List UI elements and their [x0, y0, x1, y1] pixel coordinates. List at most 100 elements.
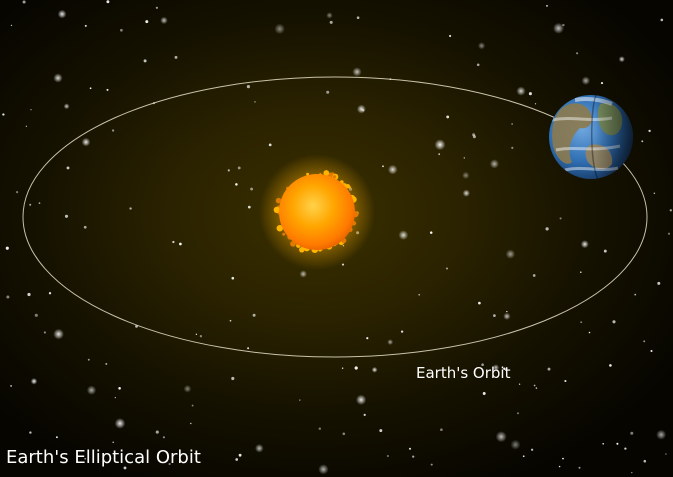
- star: [6, 295, 10, 299]
- star: [631, 472, 633, 474]
- star: [43, 331, 46, 334]
- star: [371, 366, 378, 373]
- star: [235, 183, 238, 186]
- star: [22, 0, 26, 4]
- star: [580, 321, 583, 324]
- star: [105, 362, 108, 365]
- star: [547, 367, 551, 371]
- star: [30, 109, 32, 111]
- sun-granule: [299, 247, 305, 253]
- star: [580, 240, 589, 249]
- star: [53, 73, 63, 83]
- star: [648, 129, 651, 133]
- star: [495, 431, 507, 443]
- star: [657, 281, 661, 285]
- star: [120, 28, 123, 32]
- star: [48, 292, 52, 295]
- star: [665, 453, 667, 455]
- star: [34, 313, 38, 317]
- star: [398, 230, 409, 240]
- star: [656, 429, 667, 440]
- star: [55, 436, 58, 439]
- star: [386, 455, 389, 457]
- star: [329, 20, 333, 24]
- star: [578, 466, 581, 469]
- star: [430, 463, 433, 466]
- star: [641, 140, 644, 143]
- star: [229, 319, 232, 322]
- star: [237, 166, 241, 170]
- star: [624, 447, 627, 450]
- star: [408, 447, 412, 450]
- star: [326, 12, 333, 19]
- star: [449, 34, 452, 38]
- star: [254, 443, 264, 453]
- star: [355, 394, 367, 405]
- star: [558, 465, 561, 468]
- star: [27, 292, 31, 297]
- star: [588, 331, 591, 334]
- star: [445, 267, 449, 270]
- star: [366, 337, 369, 340]
- star: [653, 192, 656, 195]
- star: [503, 367, 506, 371]
- star: [84, 24, 87, 27]
- star: [477, 42, 486, 50]
- star: [546, 5, 548, 7]
- star: [318, 464, 329, 475]
- star: [247, 347, 250, 350]
- star: [299, 399, 301, 401]
- star: [516, 412, 520, 415]
- star: [246, 85, 250, 89]
- star: [89, 87, 92, 90]
- star: [318, 427, 322, 430]
- star: [382, 165, 384, 168]
- star: [476, 63, 480, 67]
- star: [418, 293, 421, 296]
- star: [238, 453, 242, 457]
- star: [38, 202, 41, 204]
- star: [581, 76, 591, 85]
- star: [123, 466, 127, 470]
- sun-granule: [273, 206, 280, 214]
- sun-granule: [306, 172, 310, 176]
- star: [462, 189, 470, 197]
- star: [106, 88, 109, 91]
- star: [446, 115, 450, 119]
- star: [162, 436, 165, 439]
- star: [576, 52, 579, 55]
- star: [660, 18, 664, 22]
- star: [516, 86, 526, 96]
- sun-granule: [275, 197, 282, 204]
- star: [191, 404, 194, 407]
- star: [362, 109, 365, 112]
- star: [231, 276, 235, 280]
- star: [66, 166, 70, 170]
- star: [5, 246, 9, 250]
- star: [472, 133, 476, 137]
- star: [341, 367, 344, 369]
- star: [155, 430, 159, 434]
- star: [634, 293, 637, 296]
- star: [579, 271, 582, 274]
- star: [387, 339, 394, 346]
- star: [530, 448, 534, 451]
- star: [268, 143, 272, 147]
- star: [354, 366, 358, 370]
- star: [30, 378, 38, 385]
- star: [528, 92, 532, 96]
- star: [489, 159, 500, 169]
- star: [553, 22, 564, 34]
- star: [57, 9, 67, 19]
- star: [179, 242, 182, 246]
- star: [168, 462, 171, 466]
- star: [434, 139, 446, 151]
- sun-granule: [323, 170, 330, 176]
- star: [618, 56, 625, 63]
- star: [510, 439, 521, 450]
- star: [493, 314, 496, 317]
- star: [667, 232, 671, 235]
- star: [562, 23, 565, 27]
